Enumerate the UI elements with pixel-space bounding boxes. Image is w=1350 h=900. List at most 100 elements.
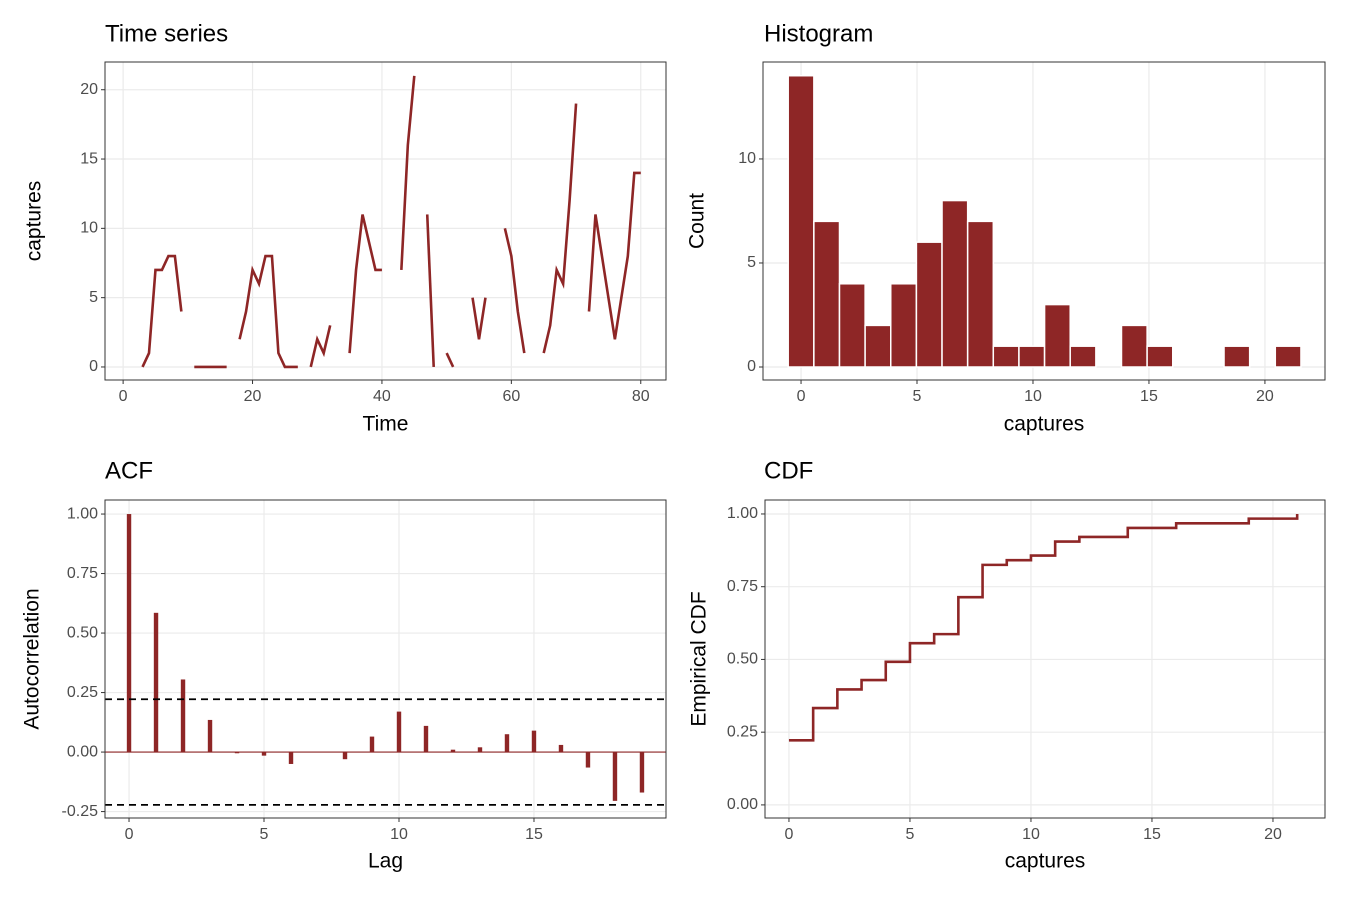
y-tick-label: 20 bbox=[80, 81, 98, 98]
series-line bbox=[445, 352, 455, 368]
panel-background bbox=[105, 500, 666, 818]
bar bbox=[992, 345, 1020, 368]
x-axis-title: captures bbox=[1005, 850, 1086, 873]
bar bbox=[234, 752, 240, 754]
bar bbox=[813, 220, 841, 368]
x-tick-label: 0 bbox=[125, 826, 134, 843]
y-tick-label: 1.00 bbox=[67, 505, 98, 522]
x-tick-label: 0 bbox=[797, 388, 806, 405]
x-axis-title: Time bbox=[363, 413, 409, 436]
x-tick-label: 10 bbox=[390, 826, 408, 843]
bar bbox=[369, 736, 375, 753]
y-tick-label: 0.00 bbox=[727, 796, 758, 813]
x-tick-label: 5 bbox=[260, 826, 269, 843]
x-tick-label: 80 bbox=[632, 388, 650, 405]
y-tick-label: 15 bbox=[80, 150, 98, 167]
y-tick-label: 10 bbox=[738, 150, 756, 167]
x-tick-label: 20 bbox=[1264, 826, 1282, 843]
y-axis-title: Count bbox=[686, 193, 709, 249]
y-axis-title: captures bbox=[23, 181, 46, 262]
chart-title: CDF bbox=[764, 457, 813, 484]
y-tick-label: 0.50 bbox=[727, 651, 758, 668]
x-tick-label: 20 bbox=[1256, 388, 1274, 405]
x-tick-label: 15 bbox=[525, 826, 543, 843]
x-tick-label: 60 bbox=[502, 388, 520, 405]
y-tick-label: 0.50 bbox=[67, 624, 98, 641]
y-tick-label: 0.75 bbox=[67, 565, 98, 582]
chart-title: ACF bbox=[105, 457, 153, 484]
bar bbox=[787, 74, 815, 368]
y-tick-label: 0.75 bbox=[727, 578, 758, 595]
bar bbox=[1043, 303, 1071, 368]
bar bbox=[585, 752, 591, 768]
bar bbox=[1018, 345, 1046, 368]
bar bbox=[1223, 345, 1251, 368]
series-line bbox=[587, 171, 641, 340]
y-tick-label: 0 bbox=[89, 358, 98, 375]
y-tick-label: 10 bbox=[80, 220, 98, 237]
series-line bbox=[400, 75, 416, 271]
x-tick-label: 15 bbox=[1143, 826, 1161, 843]
y-tick-label: 0 bbox=[747, 358, 756, 375]
bar bbox=[838, 283, 866, 368]
x-tick-label: 5 bbox=[906, 826, 915, 843]
panel-border bbox=[764, 499, 1326, 819]
x-tick-label: 15 bbox=[1140, 388, 1158, 405]
bar bbox=[531, 730, 537, 753]
series-line bbox=[309, 325, 332, 368]
bar bbox=[180, 679, 186, 753]
panel-border bbox=[104, 61, 667, 381]
bar bbox=[966, 220, 995, 368]
bar bbox=[941, 199, 969, 368]
x-tick-label: 20 bbox=[244, 388, 262, 405]
x-tick-label: 10 bbox=[1022, 826, 1040, 843]
bar bbox=[639, 752, 645, 793]
x-tick-label: 0 bbox=[785, 826, 794, 843]
bar bbox=[153, 612, 159, 753]
panel-border bbox=[104, 499, 667, 819]
chart-title: Histogram bbox=[764, 20, 873, 47]
bar bbox=[1120, 324, 1148, 368]
x-tick-label: 5 bbox=[913, 388, 922, 405]
bar bbox=[1146, 345, 1174, 368]
series-line bbox=[348, 214, 382, 354]
bar bbox=[396, 711, 402, 753]
bar bbox=[558, 744, 564, 753]
panel-background bbox=[105, 62, 666, 380]
y-tick-label: 0.25 bbox=[67, 684, 98, 701]
y-tick-label: 5 bbox=[89, 289, 98, 306]
bar bbox=[423, 725, 429, 753]
bar bbox=[890, 283, 918, 368]
ecdf-line bbox=[788, 513, 1299, 742]
bar bbox=[915, 241, 943, 368]
chart-title: Time series bbox=[105, 20, 228, 47]
y-axis-title: Autocorrelation bbox=[21, 588, 44, 729]
series-line bbox=[141, 254, 183, 368]
y-tick-label: 1.00 bbox=[727, 505, 758, 522]
bar bbox=[504, 734, 510, 753]
series-line bbox=[542, 103, 578, 354]
x-tick-label: 10 bbox=[1024, 388, 1042, 405]
panel-border bbox=[762, 61, 1326, 381]
series-line bbox=[238, 254, 298, 369]
x-tick-label: 0 bbox=[119, 388, 128, 405]
x-axis-title: Lag bbox=[368, 850, 403, 873]
y-tick-label: 0.00 bbox=[67, 743, 98, 760]
panel: 0 5 10 0 5 10 15 20 Histogram captures Count bbox=[686, 20, 1326, 436]
panel: -0.25 0.00 0.25 0.50 0.75 1.00 0 5 10 15 ACF Lag Aut… bbox=[21, 457, 667, 873]
series-line bbox=[503, 228, 526, 354]
bar bbox=[612, 752, 618, 801]
y-tick-label: 0.25 bbox=[727, 723, 758, 740]
x-tick-label: 40 bbox=[373, 388, 391, 405]
bar bbox=[1069, 345, 1097, 368]
x-axis-title: captures bbox=[1004, 413, 1085, 436]
bar bbox=[207, 719, 213, 753]
bar bbox=[450, 749, 456, 753]
panel: 0 5 10 15 20 0 20 40 60 80 Time series Time captures bbox=[23, 20, 667, 436]
bar bbox=[864, 324, 892, 368]
series-line bbox=[471, 297, 487, 340]
bar bbox=[126, 514, 132, 753]
bar bbox=[477, 747, 483, 753]
bar bbox=[288, 752, 294, 764]
